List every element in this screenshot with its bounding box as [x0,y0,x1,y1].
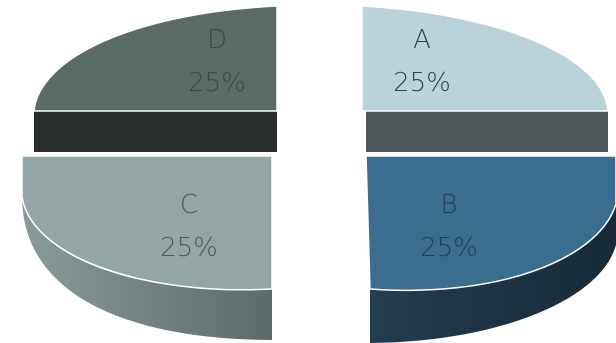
slice-d-value-label: 25% [188,68,246,98]
slice-d: D 25% [34,6,277,152]
slice-b: B 25% [366,156,616,343]
slice-d-label: D [207,25,227,55]
slice-d-side [34,111,277,152]
slice-b-value-label: 25% [420,233,478,263]
slice-c-value-label: 25% [160,233,218,263]
slice-b-label: B [440,190,457,220]
slice-a: A 25% [362,6,608,152]
slice-c: C 25% [22,156,272,340]
slice-c-label: C [180,190,198,220]
slice-a-value-label: 25% [393,68,451,98]
slice-a-side [366,111,608,152]
slice-a-label: A [413,25,431,55]
